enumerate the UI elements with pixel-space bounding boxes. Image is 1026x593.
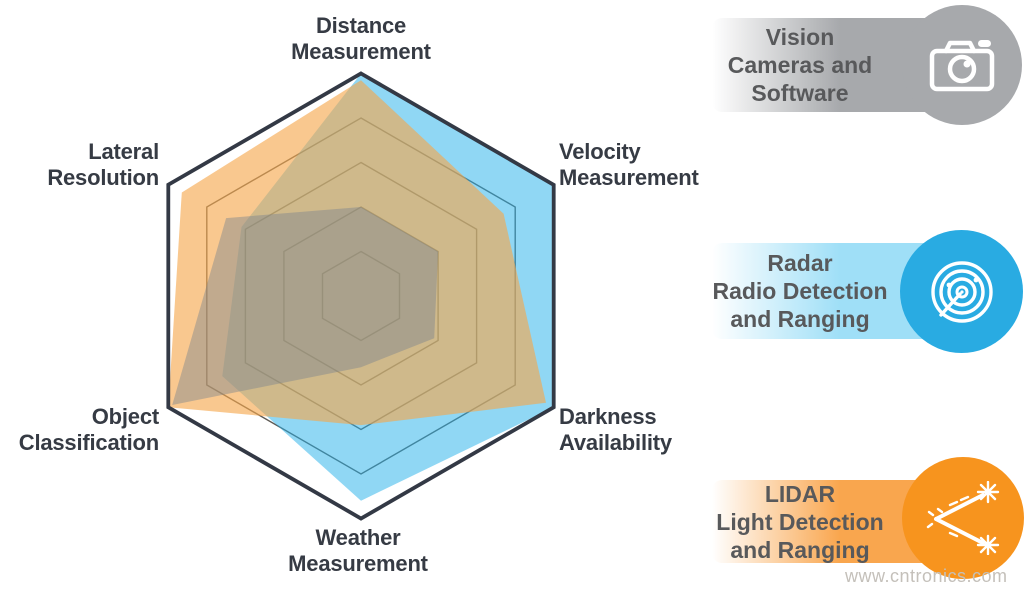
legend-circle-lidar bbox=[902, 457, 1024, 579]
axis-label-darkness-availability: Darkness Availability bbox=[559, 404, 672, 455]
axis-label-lateral-resolution: Lateral Resolution bbox=[47, 139, 159, 190]
legend-label-vision: Vision Cameras and Software bbox=[727, 24, 873, 106]
axis-label-object-classification: Object Classification bbox=[18, 404, 159, 455]
legend-circle-vision bbox=[902, 5, 1022, 125]
legend-label-radar: Radar Radio Detection and Ranging bbox=[712, 250, 888, 332]
lidar-laser-icon bbox=[926, 481, 1000, 555]
legend-item-radar: Radar Radio Detection and Ranging bbox=[700, 230, 1026, 353]
radar-outer-hexagon bbox=[166, 71, 556, 521]
legend-item-vision: Vision Cameras and Software bbox=[700, 5, 1026, 125]
axis-label-weather-measurement: Weather Measurement bbox=[288, 525, 428, 576]
axis-label-velocity-measurement: Velocity Measurement bbox=[559, 139, 699, 190]
series-polygon-vision bbox=[172, 207, 439, 405]
radar-icon bbox=[930, 260, 993, 323]
legend-item-lidar: LIDAR Light Detection and Ranging bbox=[700, 457, 1026, 579]
camera-icon bbox=[929, 40, 995, 92]
legend-circle-radar bbox=[900, 230, 1023, 353]
watermark-text: www.cntronics.com bbox=[845, 566, 1008, 586]
axis-label-distance-measurement: Distance Measurement bbox=[291, 13, 431, 64]
legend-label-lidar: LIDAR Light Detection and Ranging bbox=[716, 480, 884, 563]
series-polygon-lidar bbox=[168, 80, 547, 426]
